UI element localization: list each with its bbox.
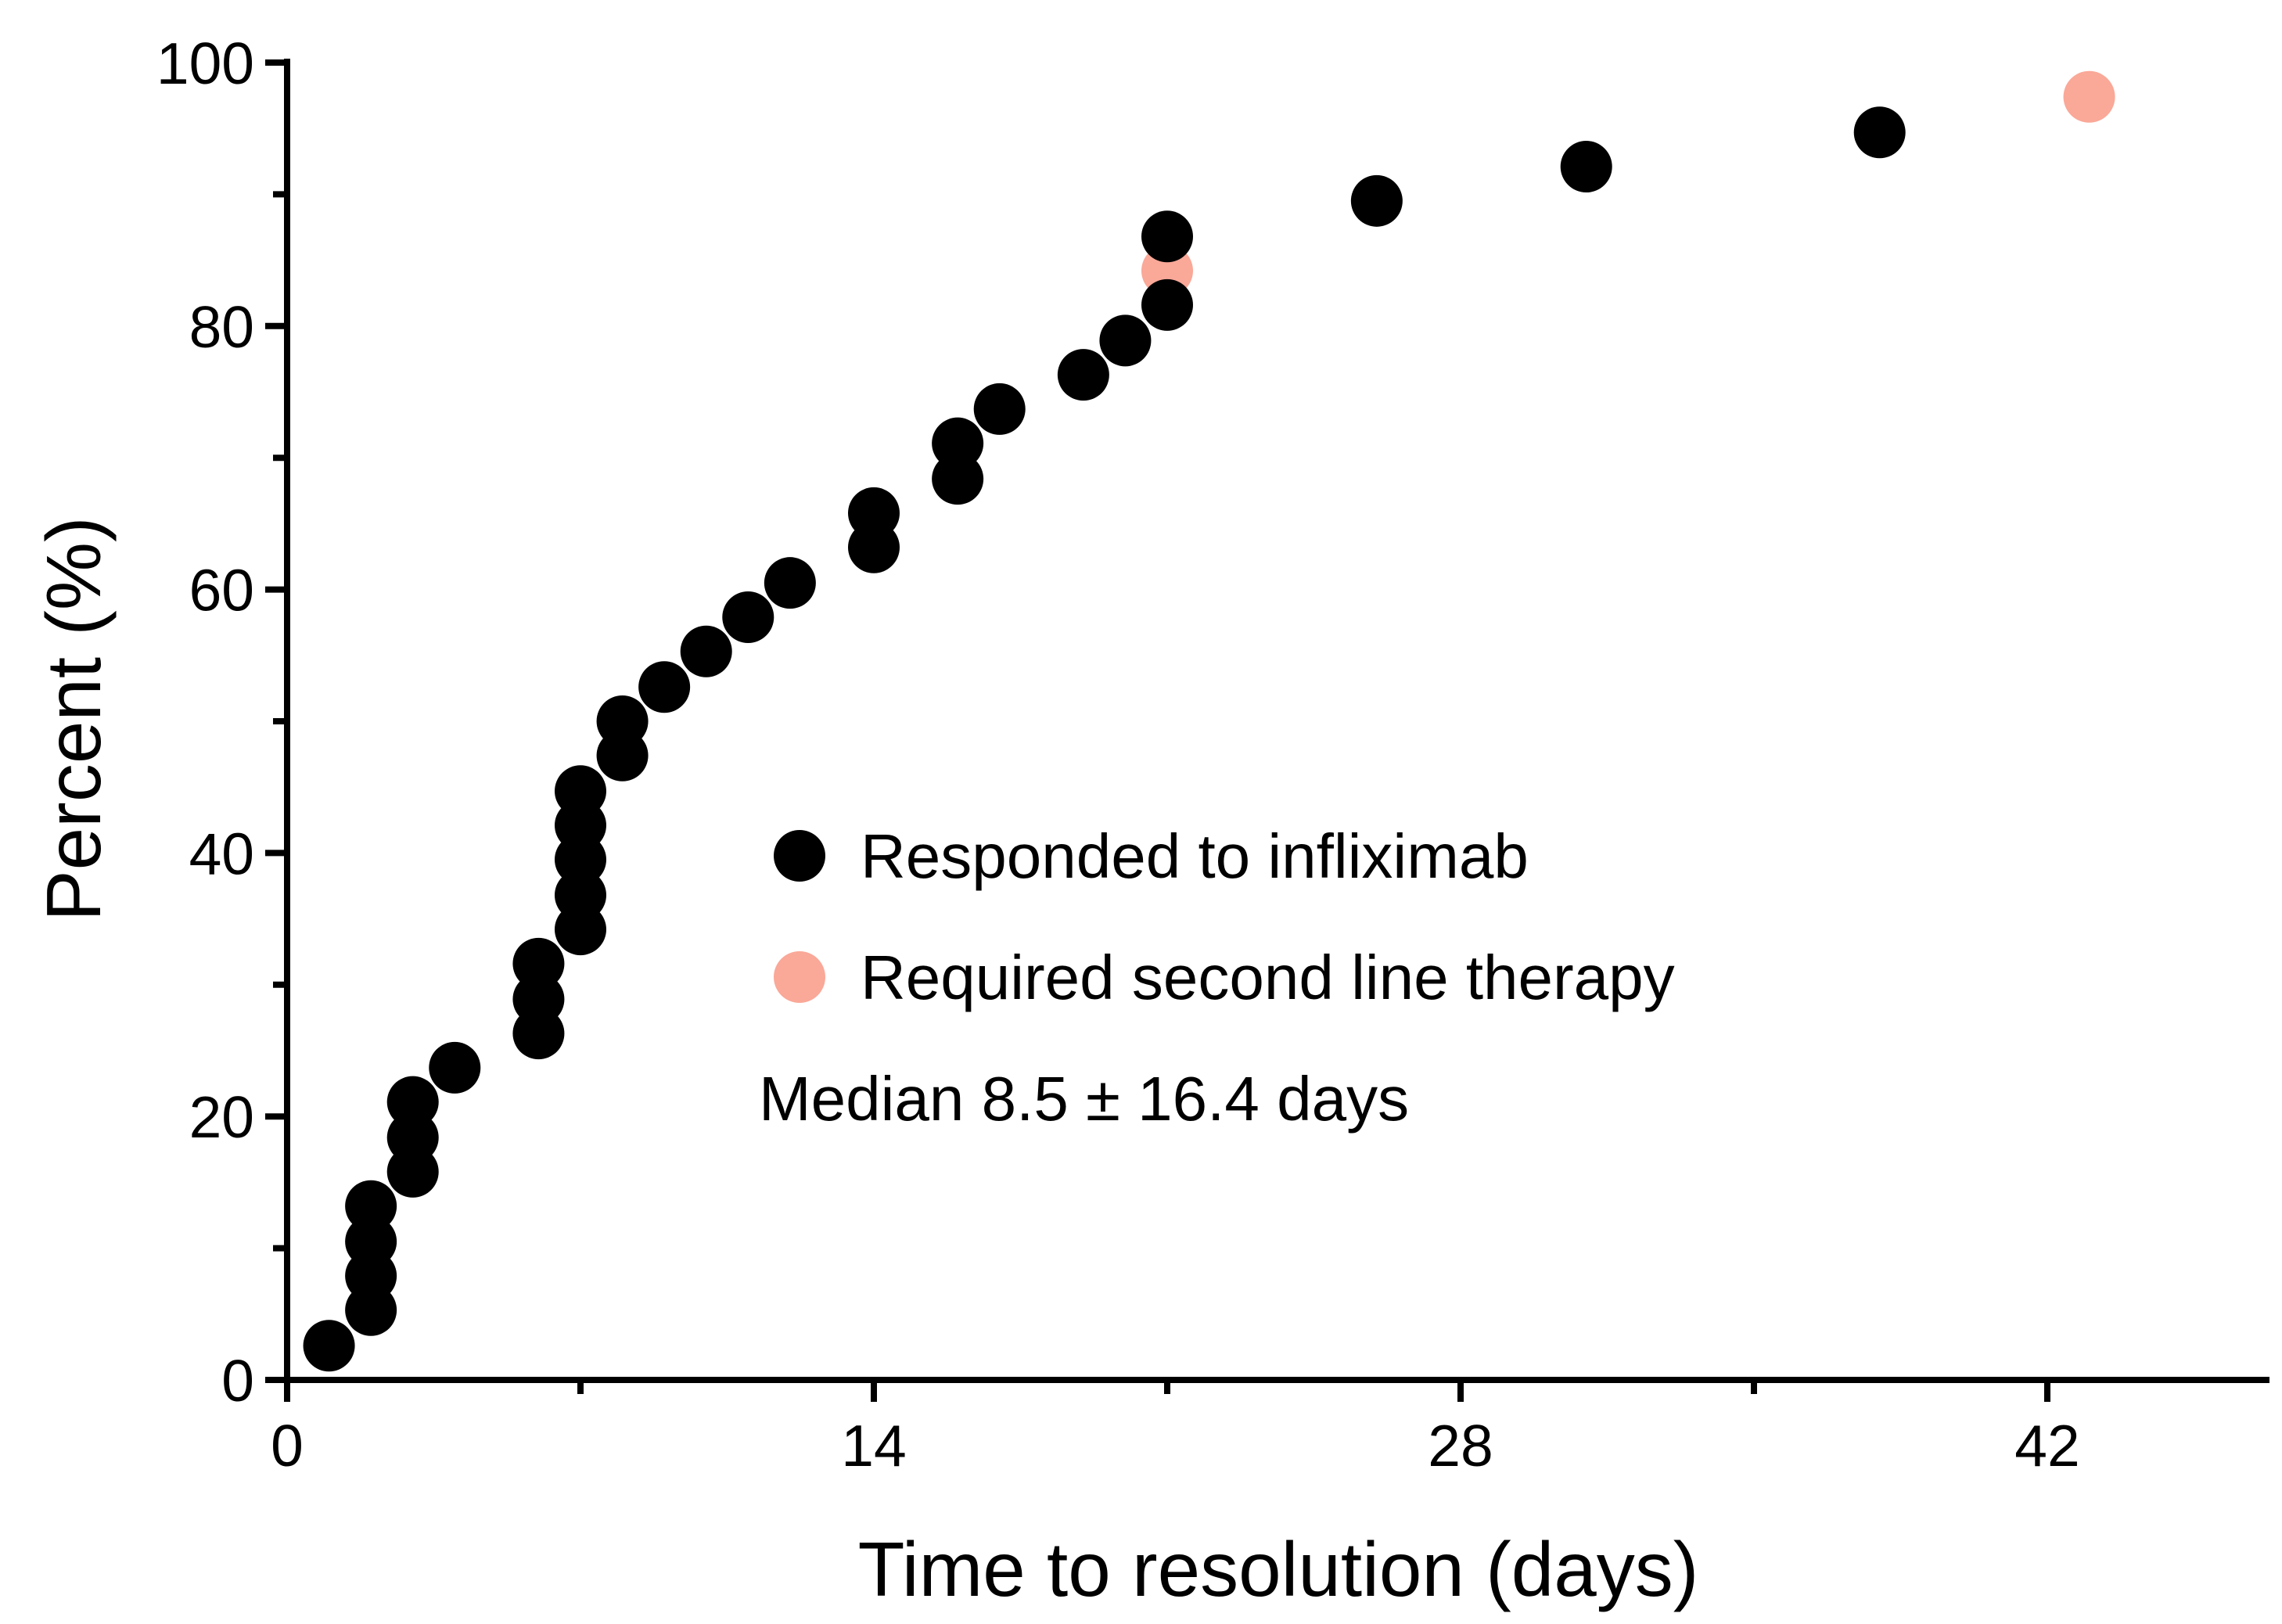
responded-point [1099,314,1152,367]
y-tick-label: 100 [156,31,254,96]
legend: Responded to infliximab Required second … [774,821,1675,1012]
responded-point [303,1320,355,1372]
legend-marker-second-line [774,951,825,1003]
responded-point [345,1216,397,1268]
y-ticks: 0 20 40 60 80 100 [156,31,287,1414]
responded-point [932,453,984,505]
x-tick-label: 28 [1428,1413,1493,1478]
legend-label-second-line: Required second line therapy [861,943,1675,1012]
x-tick-label: 42 [2014,1413,2079,1478]
x-ticks: 0142842567084 [271,1380,2080,1478]
x-tick-label: 0 [271,1413,304,1478]
responded-point [596,695,649,747]
responded-point [638,661,691,713]
responded-point [1350,174,1403,227]
responded-point [680,625,732,677]
responded-point [932,417,984,469]
data-points [303,70,2115,1372]
x-tick-label: 14 [841,1413,906,1478]
responded-point [1141,278,1193,331]
responded-point [386,1076,439,1128]
responded-point [429,1041,481,1094]
y-tick-label: 60 [189,558,254,623]
axes [284,59,2269,1383]
y-tick-label: 20 [189,1084,254,1150]
y-tick-label: 40 [189,821,254,886]
responded-point [555,869,606,922]
responded-point [512,973,565,1026]
responded-point [848,487,900,539]
responded-point [512,937,565,990]
responded-point [386,1112,439,1164]
y-axis-title: Percent (%) [31,516,117,921]
responded-point [973,383,1026,435]
responded-point [1560,141,1612,193]
responded-point [1141,210,1193,263]
responded-point [1853,106,1906,159]
x-axis-title: Time to resolution (days) [858,1526,1699,1612]
responded-point [345,1180,397,1232]
legend-marker-responded [774,830,825,882]
responded-point [764,557,816,609]
responded-point [555,765,606,817]
second-line-point [2063,70,2115,123]
legend-label-responded: Responded to infliximab [861,821,1529,891]
y-tick-label: 80 [189,294,254,360]
responded-point [722,591,774,643]
median-annotation: Median 8.5 ± 16.4 days [759,1064,1409,1134]
y-tick-label: 0 [221,1348,254,1414]
responded-point [1057,349,1109,401]
